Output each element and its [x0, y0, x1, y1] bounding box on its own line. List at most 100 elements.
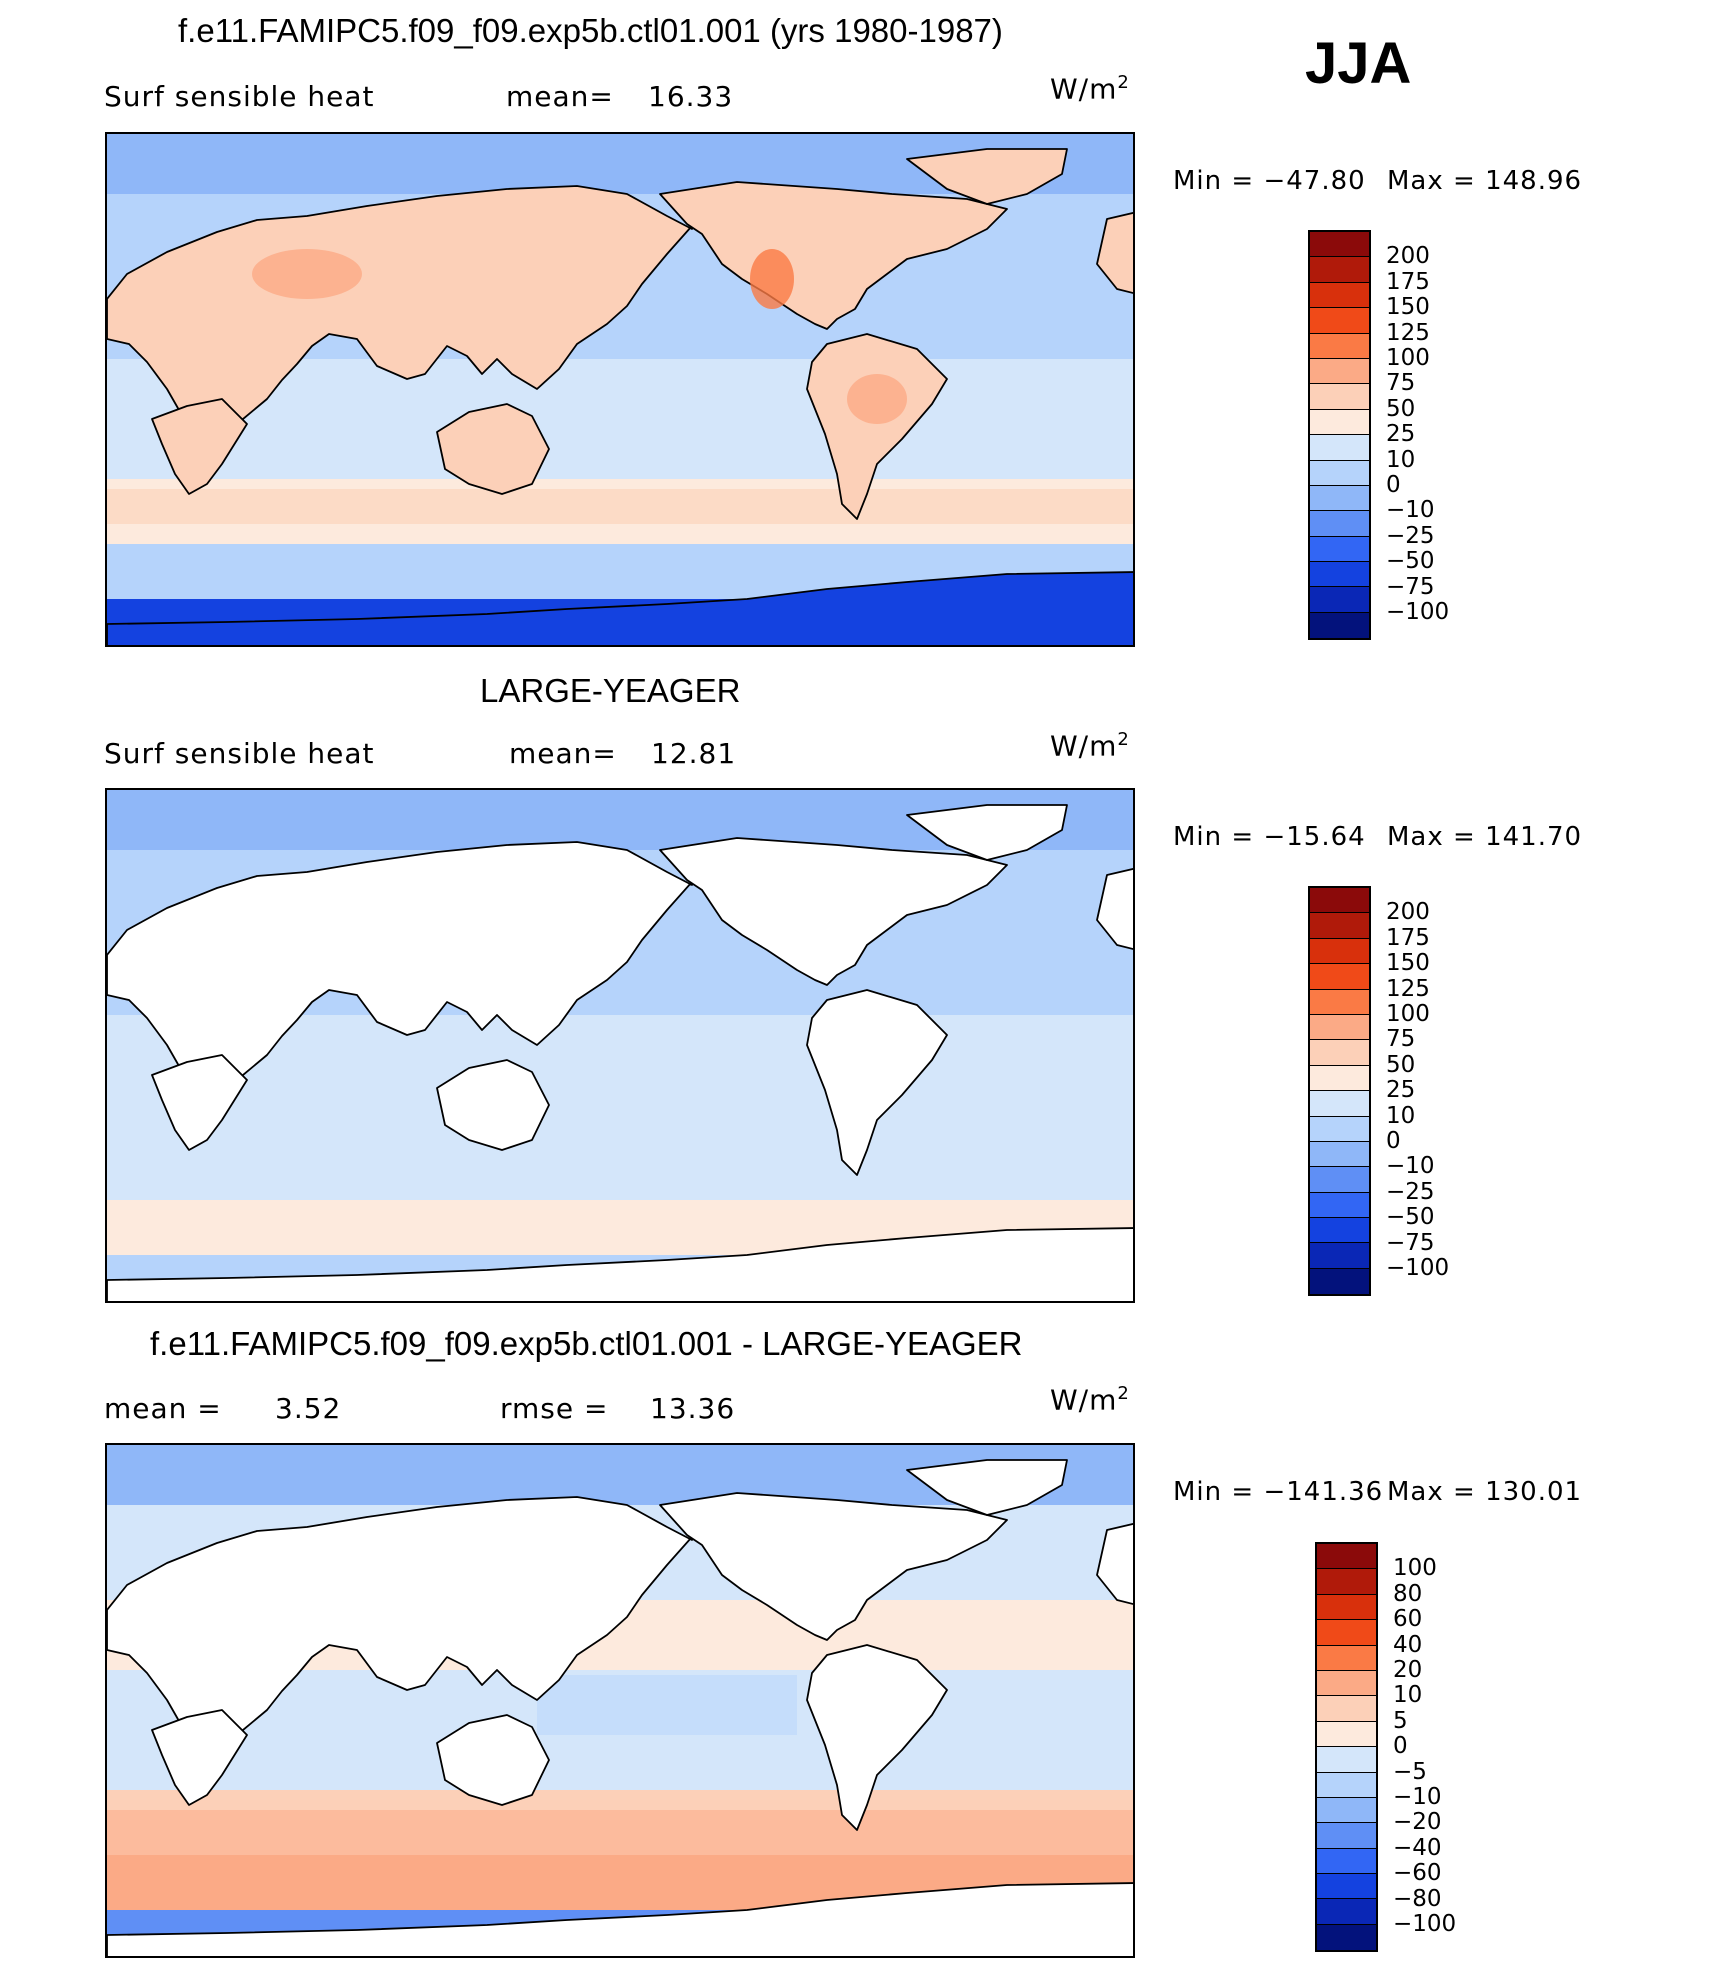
- continent-outline: [107, 1227, 1133, 1301]
- colorbar-swatches: [1308, 886, 1371, 1297]
- continent-outline: [906, 148, 1068, 205]
- colorbar-swatch: [1310, 308, 1369, 334]
- colorbar-swatch: [1310, 964, 1369, 990]
- colorbar-swatch: [1310, 1141, 1369, 1168]
- colorbar-tick-label: −10: [1393, 1784, 1442, 1810]
- colorbar-swatch: [1317, 1747, 1376, 1773]
- colorbar-tick-label: 75: [1386, 370, 1416, 397]
- colorbar-swatch: [1310, 358, 1369, 385]
- continent-outline: [806, 333, 948, 520]
- colorbar-swatch: [1317, 1696, 1376, 1722]
- colorbar-swatch: [1317, 1620, 1376, 1646]
- colorbar-tick-label: −100: [1386, 599, 1450, 625]
- colorbar-tick-label: 125: [1386, 319, 1430, 346]
- panel-3-rmse-value: 13.36: [650, 1392, 736, 1425]
- continent-outline: [806, 989, 948, 1176]
- colorbar-tick-label: 175: [1386, 924, 1430, 951]
- colorbar-tick-label: 60: [1393, 1606, 1423, 1633]
- panel-3-title: f.e11.FAMIPC5.f09_f09.exp5b.ctl01.001 - …: [150, 1325, 1023, 1362]
- panel-3-map: [105, 1443, 1135, 1958]
- colorbar-tick-label: −25: [1386, 522, 1435, 549]
- colorbar-tick-label: 150: [1386, 294, 1430, 321]
- units-text: W/m: [1050, 1383, 1118, 1417]
- colorbar-tick-label: 25: [1386, 421, 1416, 448]
- colorbar-tick-label: −5: [1393, 1758, 1427, 1785]
- colorbar-swatch: [1310, 1268, 1369, 1295]
- panel-2-units: W/m2: [1050, 729, 1130, 762]
- continent-outline: [1096, 868, 1133, 950]
- colorbar-swatches: [1315, 1542, 1378, 1953]
- colorbar-tick-label: 10: [1386, 446, 1416, 473]
- colorbar-swatch: [1310, 1014, 1369, 1041]
- colorbar-tick-label: −60: [1393, 1860, 1442, 1887]
- panel-2-mean-label: mean=: [509, 737, 617, 770]
- colorbar-tick-label: 0: [1386, 472, 1401, 498]
- colorbar-swatch: [1310, 384, 1369, 410]
- colorbar-tick-label: −80: [1393, 1885, 1442, 1912]
- panel-1-mean-label: mean=: [506, 80, 614, 113]
- colorbar-tick-label: −75: [1386, 1229, 1435, 1256]
- colorbar-tick-label: 10: [1393, 1682, 1423, 1709]
- colorbar-swatch: [1310, 257, 1369, 283]
- colorbar-swatch: [1317, 1569, 1376, 1595]
- colorbar-tick-label: 25: [1386, 1077, 1416, 1104]
- colorbar-tick-label: −10: [1386, 497, 1435, 524]
- ocean-band: [107, 1810, 1133, 1880]
- colorbar-tick-label: 175: [1386, 268, 1430, 295]
- colorbar-tick-label: −25: [1386, 1178, 1435, 1205]
- colorbar-swatch: [1310, 511, 1369, 537]
- colorbar-swatch: [1317, 1874, 1376, 1900]
- continent-outline: [906, 804, 1068, 861]
- panel-1-variable: Surf sensible heat: [104, 80, 375, 113]
- panel-3-min: Min = −141.36: [1173, 1477, 1384, 1507]
- continent-outline: [436, 403, 550, 495]
- colorbar-tick-label: −75: [1386, 573, 1435, 600]
- colorbar-tick-label: 100: [1386, 345, 1430, 371]
- colorbar-swatch: [1310, 333, 1369, 359]
- panel-3-rmse-label: rmse =: [500, 1392, 609, 1425]
- colorbar-tick-label: −50: [1386, 548, 1435, 575]
- colorbar-tick-label: 0: [1393, 1733, 1408, 1760]
- season-label: JJA: [1305, 31, 1412, 96]
- colorbar-swatch: [1310, 587, 1369, 613]
- colorbar-tick-label: 40: [1393, 1631, 1423, 1658]
- colorbar-tick-label: 100: [1393, 1555, 1437, 1582]
- colorbar-swatch: [1317, 1823, 1376, 1849]
- colorbar-tick-label: 100: [1386, 1001, 1430, 1027]
- colorbar-swatch: [1310, 536, 1369, 563]
- units-exponent: 2: [1117, 729, 1130, 750]
- panel-1-mean-value: 16.33: [648, 80, 734, 113]
- colorbar-swatch: [1310, 460, 1369, 486]
- units-exponent: 2: [1117, 1383, 1130, 1404]
- panel-3-units: W/m2: [1050, 1383, 1130, 1416]
- colorbar-tick-label: 150: [1386, 950, 1430, 977]
- colorbar-swatch: [1317, 1797, 1376, 1824]
- panel-1-min: Min = −47.80: [1173, 166, 1366, 196]
- colorbar-swatch: [1310, 282, 1369, 309]
- panel-1-max: Max = 148.96: [1387, 166, 1583, 196]
- continent-outline: [151, 1709, 248, 1806]
- colorbar-swatches: [1308, 230, 1371, 641]
- panel-2-mean-value: 12.81: [651, 737, 737, 770]
- colorbar-swatch: [1310, 989, 1369, 1015]
- colorbar-swatch: [1317, 1899, 1376, 1925]
- colorbar-swatch: [1310, 1065, 1369, 1092]
- units-exponent: 2: [1117, 72, 1130, 93]
- panel-1-map: [105, 132, 1135, 647]
- colorbar-swatch: [1310, 562, 1369, 588]
- colorbar-swatch: [1317, 1594, 1376, 1621]
- colorbar-swatch: [1310, 888, 1369, 914]
- continent-outline: [1096, 1523, 1133, 1605]
- colorbar-swatch: [1310, 913, 1369, 939]
- land-hotspot: [252, 249, 362, 299]
- colorbar-swatch: [1317, 1924, 1376, 1951]
- colorbar-swatch: [1310, 232, 1369, 258]
- land-hotspot: [847, 374, 907, 424]
- colorbar-swatch: [1317, 1848, 1376, 1875]
- colorbar-swatch: [1310, 1091, 1369, 1117]
- colorbar-tick-label: 50: [1386, 1051, 1416, 1078]
- colorbar-tick-label: 0: [1386, 1128, 1401, 1154]
- colorbar-tick-label: 200: [1386, 243, 1430, 270]
- colorbar-swatch: [1317, 1645, 1376, 1671]
- panel-3-max: Max = 130.01: [1387, 1477, 1583, 1507]
